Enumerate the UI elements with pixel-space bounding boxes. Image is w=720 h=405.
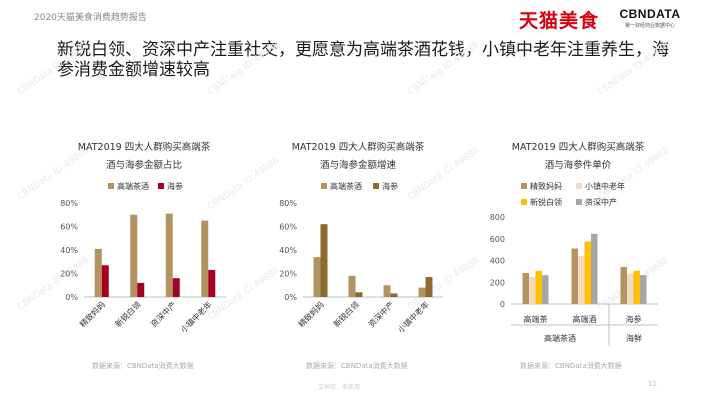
legend-swatch (521, 199, 527, 205)
bar (535, 270, 542, 304)
bar (165, 213, 173, 297)
bar (571, 248, 578, 304)
watermark-text: CBNData ID:49888 (16, 255, 91, 312)
bar (627, 273, 634, 304)
legend-swatch (108, 183, 114, 189)
y-tick-label: 40% (60, 246, 78, 255)
cbndata-logo-tagline: 第一财经商业数据中心 (624, 23, 675, 29)
group-label: 高端茶酒 (544, 333, 576, 343)
watermark-text: CBNData ID:49888 (406, 40, 481, 97)
cbndata-logo: CBNDATA 第一财经商业数据中心 (605, 7, 695, 29)
bar (348, 275, 356, 297)
chart-source: 数据来源：CBNData消费大数据 (520, 361, 622, 370)
chart-title-line: MAT2019 四大人群购买高端茶 (512, 141, 645, 153)
x-tick-label: 精致妈妈 (77, 299, 107, 329)
bar (101, 265, 109, 297)
legend-label: 新锐白领 (530, 197, 562, 207)
x-tick-label: 新锐白领 (113, 299, 143, 329)
watermark-text: CBNData ID:49888 (406, 145, 481, 202)
bar (522, 273, 529, 304)
watermark-text: CBNData ID:49888 (206, 40, 281, 97)
bar (355, 292, 363, 297)
chart-title-line: MAT2019 四大人群购买高端茶 (292, 141, 425, 153)
y-tick-label: 60% (60, 223, 78, 232)
bar (137, 282, 145, 297)
chart-source: 数据来源：CBNData消费大数据 (306, 361, 408, 370)
watermark-text: CBNData ID:49888 (16, 40, 91, 97)
x-tick-label: 高端酒 (573, 314, 597, 324)
page-number: 11 (648, 380, 657, 388)
footer-note: 文档仅，非商用 (318, 384, 361, 391)
watermark-text: CBNData ID:49888 (596, 40, 671, 97)
bar (94, 248, 102, 297)
watermark-text: CBNData ID:49888 (16, 145, 91, 202)
y-tick-label: 0 (500, 300, 505, 309)
y-tick-label: 0% (284, 293, 297, 302)
chart-title-line: 酒与海参金额占比 (106, 159, 182, 171)
bar (640, 275, 647, 304)
bar (633, 270, 640, 304)
y-tick-label: 200 (490, 278, 505, 287)
watermark-text: CBNData ID:49888 (406, 255, 481, 312)
bar (313, 257, 321, 297)
y-tick-label: 20% (279, 270, 297, 279)
x-tick-label: 新锐白领 (331, 299, 361, 329)
bar (208, 269, 216, 297)
legend-label: 精致妈妈 (530, 181, 562, 191)
bar (172, 278, 180, 297)
x-tick-label: 海参 (626, 314, 642, 324)
x-tick-label: 高端茶 (524, 314, 548, 324)
bar (578, 256, 585, 304)
legend-swatch (158, 183, 164, 189)
y-tick-label: 60% (279, 223, 297, 232)
watermark-text: CBNData ID:49888 (596, 145, 671, 202)
report-title: 2020天猫美食消费趋势报告 (34, 13, 147, 23)
bar (425, 277, 433, 297)
y-tick-label: 800 (490, 213, 505, 222)
chart-title-line: 酒与海参金额增速 (320, 159, 397, 171)
legend-swatch (521, 183, 527, 189)
x-tick-label: 资深中产 (148, 299, 178, 329)
legend-swatch (576, 199, 582, 205)
bar (130, 214, 138, 297)
bar (390, 293, 398, 297)
legend-label: 小镇中老年 (585, 181, 625, 191)
legend-swatch (373, 183, 379, 189)
x-tick-label: 精致妈妈 (296, 299, 326, 329)
bar (383, 285, 391, 297)
y-tick-label: 600 (490, 235, 505, 244)
bar (418, 287, 426, 297)
legend-label: 海参 (167, 181, 183, 191)
chart-title-line: 酒与海参件单价 (545, 159, 612, 171)
page-headline: 新锐白领、资深中产注重社交，更愿意为高端茶酒花钱，小镇中老年注重养生，海参消费金… (57, 40, 669, 80)
chart-source: 数据来源：CBNData消费大数据 (92, 361, 194, 370)
group-label: 海鲜 (626, 333, 642, 343)
y-tick-label: 80% (279, 199, 297, 208)
x-tick-label: 资深中产 (366, 299, 396, 329)
bar (620, 267, 627, 304)
bar (584, 241, 591, 304)
watermark-text: CBNData ID:49888 (206, 265, 281, 322)
cbndata-logo-name: CBNDATA (619, 7, 681, 21)
legend-label: 资深中产 (585, 197, 617, 207)
y-tick-label: 400 (490, 257, 505, 266)
bar (529, 276, 536, 304)
legend-swatch (321, 183, 327, 189)
y-tick-label: 0% (65, 293, 78, 302)
bar (542, 275, 549, 304)
watermark-text: CBNData ID:49888 (206, 155, 281, 212)
bar (201, 220, 209, 297)
y-tick-label: 80% (60, 199, 78, 208)
chart-title-line: MAT2019 四大人群购买高端茶 (78, 141, 211, 153)
bar (591, 233, 598, 304)
legend-label: 海参 (382, 181, 398, 191)
y-tick-label: 20% (60, 270, 78, 279)
y-tick-label: 40% (279, 246, 297, 255)
legend-label: 高端茶酒 (117, 181, 149, 191)
tmall-food-logo: 天猫美食 (519, 10, 600, 32)
legend-label: 高端茶酒 (330, 181, 362, 191)
legend-swatch (576, 183, 582, 189)
bar (320, 224, 328, 297)
